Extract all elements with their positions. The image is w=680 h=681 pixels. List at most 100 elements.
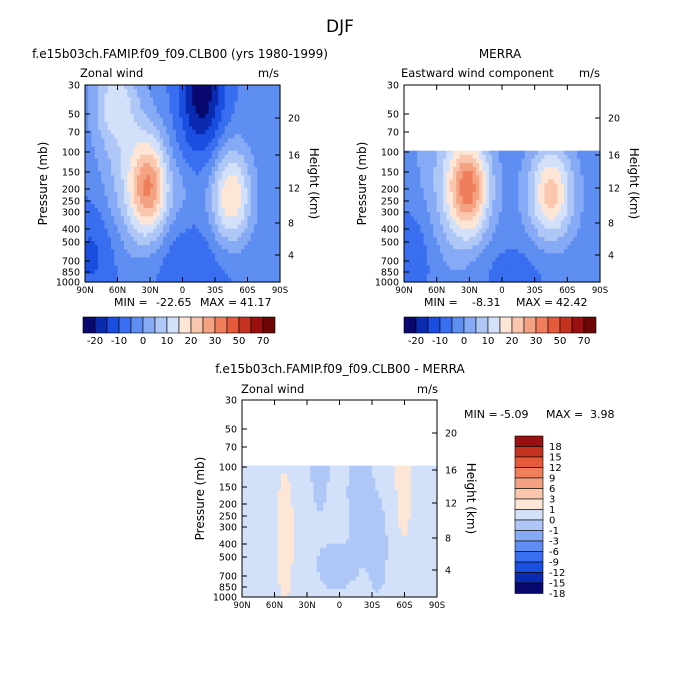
heat-cell — [195, 212, 200, 217]
heat-cell — [169, 204, 174, 209]
heat-cell — [156, 89, 161, 94]
heat-cell — [247, 212, 252, 217]
heat-cell — [248, 523, 253, 528]
heat-cell — [276, 208, 281, 213]
heat-cell — [211, 105, 216, 111]
heat-cell — [107, 138, 112, 144]
heat-cell — [541, 187, 546, 193]
heat-cell — [241, 249, 245, 254]
heat-cell — [567, 253, 572, 258]
heat-cell — [172, 154, 177, 160]
heat-cell — [195, 97, 200, 103]
heat-cell — [91, 240, 96, 246]
heat-cell — [482, 228, 487, 234]
heat-cell — [247, 179, 252, 185]
heat-cell — [544, 179, 549, 185]
heat-cell — [521, 195, 526, 201]
heat-cell — [205, 261, 210, 267]
heat-cell — [257, 97, 262, 103]
heat-cell — [439, 212, 444, 217]
heat-cell — [443, 224, 448, 230]
heat-cell — [251, 588, 256, 594]
heat-cell — [247, 228, 252, 234]
heat-cell — [104, 101, 109, 107]
heat-cell — [257, 228, 262, 234]
heat-cell — [88, 257, 93, 263]
heat-cell — [410, 236, 415, 242]
heat-cell — [111, 167, 115, 172]
heat-cell — [564, 171, 568, 176]
heat-cell — [413, 154, 418, 160]
heat-cell — [583, 228, 588, 234]
heat-cell — [407, 257, 412, 263]
heat-cell — [475, 236, 480, 242]
heat-cell — [241, 191, 245, 197]
heat-cell — [211, 175, 216, 180]
heat-cell — [117, 195, 122, 201]
heat-cell — [172, 126, 177, 131]
heat-cell — [518, 228, 523, 234]
heat-cell — [430, 162, 434, 168]
heat-cell — [124, 85, 128, 90]
heat-cell — [570, 216, 575, 222]
heat-cell — [404, 199, 408, 205]
heat-cell — [528, 265, 532, 271]
heat-cell — [573, 167, 578, 172]
heat-cell — [443, 257, 448, 263]
heat-cell — [150, 277, 154, 283]
heat-cell — [176, 232, 180, 238]
heat-cell — [94, 253, 99, 258]
heat-cell — [263, 101, 268, 107]
heat-cell — [436, 224, 441, 230]
heat-cell — [94, 240, 99, 246]
heat-cell — [224, 224, 229, 230]
heat-cell — [554, 265, 559, 271]
heat-cell — [198, 154, 203, 160]
heat-cell — [234, 273, 239, 279]
heat-cell — [255, 531, 259, 537]
heat-cell — [185, 113, 190, 119]
heat-cell — [248, 555, 253, 561]
heat-cell — [472, 158, 477, 164]
heat-cell — [439, 277, 444, 283]
heat-cell — [189, 105, 193, 111]
heat-cell — [172, 220, 177, 226]
heat-cell — [420, 257, 425, 263]
heat-cell — [534, 167, 539, 172]
heat-cell — [417, 154, 421, 160]
heat-cell — [551, 199, 555, 205]
heat-cell — [531, 175, 536, 180]
heat-cell — [117, 158, 122, 164]
heat-cell — [241, 220, 245, 226]
heat-cell — [446, 199, 451, 205]
heat-cell — [475, 212, 480, 217]
heat-cell — [541, 150, 546, 156]
heat-cell — [228, 273, 232, 279]
heat-cell — [410, 273, 415, 279]
heat-cell — [215, 175, 219, 180]
heat-cell — [515, 273, 519, 279]
heat-cell — [234, 134, 239, 139]
heat-cell — [475, 183, 480, 189]
heat-cell — [577, 228, 581, 234]
heat-cell — [482, 167, 487, 172]
heat-cell — [140, 273, 145, 279]
heat-cell — [273, 146, 278, 152]
heat-cell — [114, 191, 119, 197]
heat-cell — [593, 175, 598, 180]
heat-cell — [176, 179, 180, 185]
heat-cell — [143, 257, 148, 263]
heat-cell — [127, 179, 132, 185]
heat-cell — [248, 465, 253, 471]
heat-cell — [270, 261, 275, 267]
heat-cell — [255, 535, 259, 541]
heat-cell — [127, 113, 132, 119]
heat-cell — [577, 277, 581, 283]
heat-cell — [231, 228, 236, 234]
heat-cell — [114, 171, 119, 176]
heat-cell — [255, 592, 259, 598]
heat-cell — [492, 187, 497, 193]
heat-cell — [567, 191, 572, 197]
heat-cell — [443, 240, 448, 246]
heat-cell — [524, 240, 529, 246]
